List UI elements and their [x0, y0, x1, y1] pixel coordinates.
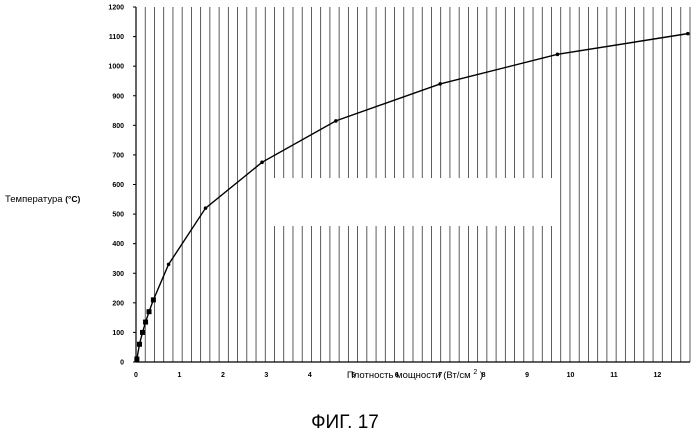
y-tick-label: 300 — [112, 271, 124, 278]
y-tick-label: 500 — [112, 212, 124, 219]
y-tick-labels: 0 100 200 300 400 500 600 700 800 900 1000 1100 1200 — [108, 5, 136, 367]
y-tick-label: 100 — [112, 330, 124, 337]
x-tick-label: 1 — [177, 372, 181, 379]
x-tick-label: 10 — [567, 372, 575, 379]
x-tick-label: 2 — [221, 372, 225, 379]
data-point — [438, 82, 442, 86]
y-tick-label: 800 — [112, 123, 124, 130]
y-tick-label: 1100 — [109, 34, 124, 41]
x-tick-label: 9 — [525, 372, 529, 379]
x-tick-label: 11 — [610, 372, 618, 379]
x-tick-label: 12 — [654, 372, 662, 379]
data-point — [204, 206, 208, 210]
y-tick-label: 200 — [112, 300, 124, 307]
x-tick-label: 0 — [134, 372, 138, 379]
y-tick-label: 700 — [112, 152, 124, 159]
figure-caption: ФИГ. 17 — [311, 412, 379, 433]
x-axis-title-text: Плотность мощности (Вт/см — [347, 370, 471, 381]
x-tick-label: 4 — [308, 372, 312, 379]
x-axis-title-sup: 2 — [473, 369, 477, 376]
y-tick-label: 900 — [112, 93, 124, 100]
data-point — [167, 263, 171, 267]
data-point — [137, 342, 142, 347]
y-tick-label: 400 — [112, 241, 124, 248]
y-tick-label: 1000 — [108, 64, 124, 71]
x-axis-title-close: ) — [480, 370, 483, 381]
y-axis-title: Температура (°C) — [5, 194, 81, 205]
data-point — [140, 330, 145, 335]
data-point — [143, 320, 148, 325]
data-point — [134, 357, 139, 362]
blank-area — [270, 178, 552, 226]
data-point — [334, 119, 338, 123]
data-point — [260, 161, 264, 165]
y-tick-label: 1200 — [108, 5, 124, 12]
data-point — [686, 32, 690, 36]
y-axis-title-unit: (°C) — [65, 194, 80, 204]
y-tick-label: 0 — [120, 360, 124, 367]
y-tick-label: 600 — [112, 182, 124, 189]
x-axis-title: Плотность мощности (Вт/см 2 ) — [347, 366, 483, 381]
data-point — [556, 53, 560, 57]
data-point — [147, 309, 152, 314]
x-tick-label: 3 — [264, 372, 268, 379]
data-point — [151, 297, 156, 302]
y-axis-title-text: Температура — [5, 194, 63, 205]
